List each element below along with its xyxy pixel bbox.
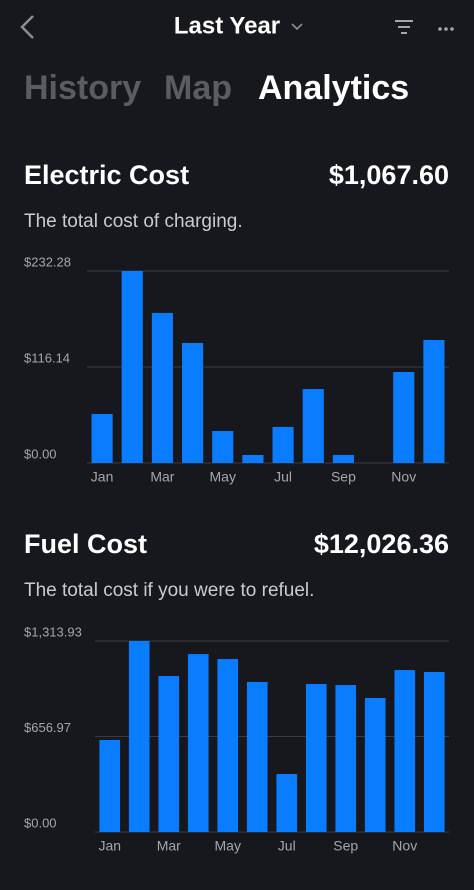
y-tick-label: $232.28 (24, 254, 71, 269)
bar (151, 312, 173, 463)
bar (99, 739, 121, 832)
bar (182, 342, 204, 463)
bar (121, 271, 143, 463)
bar (91, 413, 113, 463)
x-tick-label: Nov (392, 838, 417, 854)
x-tick-label: Jan (98, 838, 121, 854)
bar (302, 389, 324, 463)
section-title: Fuel Cost (24, 529, 147, 559)
y-tick-label: $0.00 (24, 446, 57, 461)
bar (212, 431, 234, 463)
x-tick-label: Jan (91, 469, 114, 485)
more-button[interactable] (438, 27, 454, 31)
bar (423, 671, 445, 832)
section-subtitle: The total cost if you were to refuel. (24, 580, 314, 601)
x-tick-label: May (210, 469, 236, 485)
bar (128, 641, 150, 832)
y-tick-label: $1,313.93 (24, 624, 82, 639)
section-subtitle: The total cost of charging. (24, 211, 243, 232)
section-total: $1,067.60 (329, 160, 449, 190)
x-tick-label: Mar (150, 469, 174, 485)
back-button[interactable] (20, 15, 34, 39)
period-title[interactable]: Last Year (174, 12, 280, 39)
section-title: Electric Cost (24, 160, 189, 190)
tab[interactable]: History (24, 69, 141, 107)
filter-button[interactable] (395, 20, 413, 34)
bar (246, 681, 268, 832)
bar (393, 371, 415, 463)
bar (272, 426, 294, 463)
period-chevron[interactable] (291, 23, 303, 31)
bar (423, 340, 445, 463)
bar (217, 659, 239, 832)
bar (364, 697, 386, 832)
y-tick-label: $116.14 (24, 350, 70, 365)
bar (187, 654, 209, 832)
bar (276, 773, 298, 832)
bar (242, 454, 264, 463)
x-tick-label: Sep (333, 838, 358, 854)
x-tick-label: Sep (331, 469, 356, 485)
bar (335, 685, 357, 832)
x-tick-label: May (215, 838, 241, 854)
y-tick-label: $0.00 (24, 815, 57, 830)
tab[interactable]: Map (164, 69, 232, 107)
y-tick-label: $656.97 (24, 720, 71, 735)
bar (332, 454, 354, 463)
bar (394, 670, 416, 832)
bar (158, 676, 180, 832)
x-tick-label: Jul (278, 838, 296, 854)
x-tick-label: Mar (157, 838, 181, 854)
x-tick-label: Jul (274, 469, 292, 485)
bar (305, 684, 327, 832)
section-total: $12,026.36 (314, 529, 449, 559)
x-tick-label: Nov (391, 469, 416, 485)
tab-active[interactable]: Analytics (258, 69, 409, 107)
